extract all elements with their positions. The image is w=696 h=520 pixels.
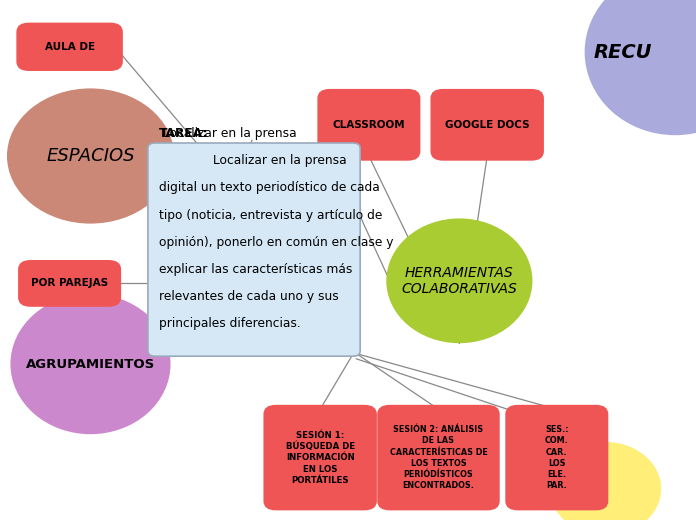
- Text: AGRUPAMIENTOS: AGRUPAMIENTOS: [26, 358, 155, 370]
- FancyBboxPatch shape: [430, 89, 544, 161]
- FancyBboxPatch shape: [505, 405, 608, 511]
- Text: AULA DE: AULA DE: [45, 42, 95, 52]
- Text: tipo (noticia, entrevista y artículo de: tipo (noticia, entrevista y artículo de: [159, 209, 382, 222]
- Ellipse shape: [7, 88, 174, 224]
- Text: ESPACIOS: ESPACIOS: [46, 147, 135, 165]
- Text: CLASSROOM: CLASSROOM: [333, 120, 405, 130]
- FancyBboxPatch shape: [17, 22, 122, 71]
- Text: Localizar en la prensa: Localizar en la prensa: [159, 127, 296, 140]
- Text: explicar las características más: explicar las características más: [159, 263, 352, 276]
- FancyBboxPatch shape: [317, 89, 420, 161]
- Text: opinión), ponerlo en común en clase y: opinión), ponerlo en común en clase y: [159, 236, 393, 249]
- Ellipse shape: [585, 0, 696, 135]
- FancyBboxPatch shape: [18, 260, 121, 307]
- Text: principales diferencias.: principales diferencias.: [159, 317, 301, 330]
- FancyBboxPatch shape: [263, 405, 377, 511]
- Text: Localizar en la prensa: Localizar en la prensa: [209, 154, 347, 167]
- Ellipse shape: [386, 218, 532, 343]
- Text: POR PAREJAS: POR PAREJAS: [31, 278, 108, 289]
- FancyBboxPatch shape: [377, 405, 500, 511]
- Text: HERRAMIENTAS
COLABORATIVAS: HERRAMIENTAS COLABORATIVAS: [402, 266, 517, 296]
- FancyBboxPatch shape: [148, 143, 361, 356]
- Ellipse shape: [10, 294, 171, 434]
- Text: TAREA:: TAREA:: [159, 127, 208, 140]
- Text: RECU: RECU: [594, 43, 652, 61]
- Text: SESIÓN 1:
BÚSQUEDA DE
INFORMACIÓN
EN LOS
PORTÁTILES: SESIÓN 1: BÚSQUEDA DE INFORMACIÓN EN LOS…: [285, 431, 355, 485]
- Text: GOOGLE DOCS: GOOGLE DOCS: [445, 120, 530, 130]
- Ellipse shape: [550, 442, 661, 520]
- Text: SES.:
COM.
CAR.
LOS
ELE.
PAR.: SES.: COM. CAR. LOS ELE. PAR.: [545, 425, 569, 490]
- Text: digital un texto periodístico de cada: digital un texto periodístico de cada: [159, 181, 379, 194]
- Text: relevantes de cada uno y sus: relevantes de cada uno y sus: [159, 290, 338, 303]
- Text: SESIÓN 2: ANÁLISIS
DE LAS
CARACTERÍSTICAS DE
LOS TEXTOS
PERIÓDÍSTICOS
ENCONTRADO: SESIÓN 2: ANÁLISIS DE LAS CARACTERÍSTICA…: [390, 425, 487, 490]
